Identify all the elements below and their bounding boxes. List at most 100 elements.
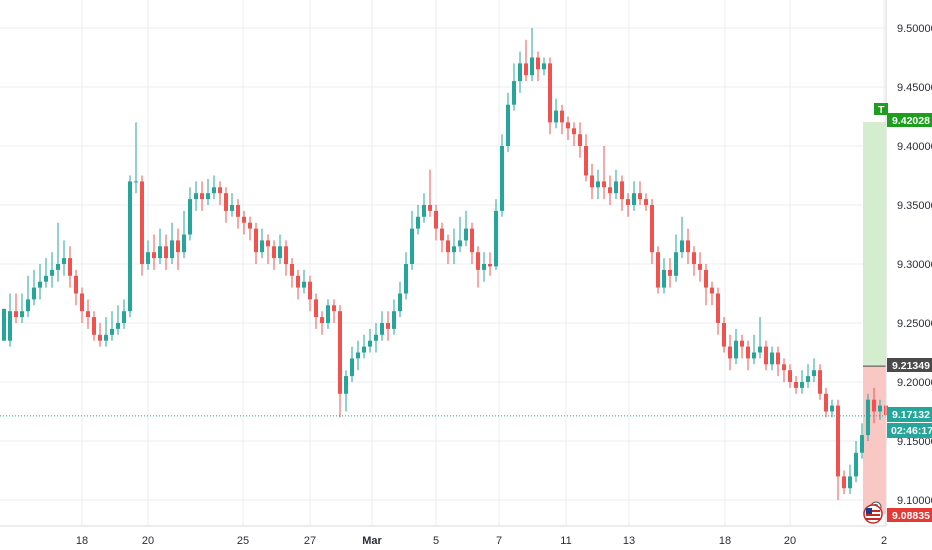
candle xyxy=(224,187,228,223)
candle-body xyxy=(434,210,438,229)
candle xyxy=(848,464,852,495)
candle xyxy=(236,199,240,229)
candle xyxy=(122,299,126,329)
candle-body xyxy=(416,216,420,229)
candle-body xyxy=(44,275,48,282)
candle xyxy=(482,252,486,282)
candle xyxy=(458,216,462,253)
candle xyxy=(764,340,768,371)
candle-body xyxy=(596,181,600,188)
candle xyxy=(404,252,408,300)
candle-body xyxy=(524,63,528,76)
candle xyxy=(674,234,678,282)
price-tick-label: 9.35000 xyxy=(897,200,932,212)
candle xyxy=(512,63,516,111)
candle xyxy=(626,193,630,217)
candle xyxy=(290,258,294,288)
candle-body xyxy=(848,476,852,489)
candle-body xyxy=(386,323,390,329)
candle xyxy=(560,104,564,135)
candle xyxy=(386,311,390,341)
candle-body xyxy=(332,305,336,312)
candle-body xyxy=(866,399,870,436)
candle xyxy=(878,399,882,420)
candle-body xyxy=(80,293,84,312)
candle xyxy=(446,234,450,264)
candle xyxy=(374,323,378,353)
candle-body xyxy=(158,246,162,259)
candle-body xyxy=(710,287,714,294)
candle xyxy=(728,334,732,371)
candle-body xyxy=(320,317,324,323)
candle xyxy=(338,305,342,418)
candle xyxy=(2,308,6,341)
candle xyxy=(206,179,210,205)
candle xyxy=(806,364,810,388)
candle-body xyxy=(854,452,858,477)
candle xyxy=(650,199,654,264)
candle xyxy=(452,228,456,264)
candle xyxy=(548,57,552,135)
candle xyxy=(116,305,120,335)
candle-body xyxy=(32,287,36,300)
candle xyxy=(860,423,864,459)
candle-body xyxy=(776,352,780,365)
candle xyxy=(56,222,60,282)
candle xyxy=(248,216,252,241)
candle xyxy=(470,222,474,264)
candle-body xyxy=(128,181,132,312)
axes xyxy=(0,0,887,527)
candle xyxy=(524,39,528,82)
candle-body xyxy=(182,234,186,253)
flag-icon[interactable] xyxy=(863,504,883,524)
candle xyxy=(812,358,816,382)
candle xyxy=(758,317,762,359)
candle-body xyxy=(350,358,354,377)
candle-body xyxy=(398,293,402,312)
candle xyxy=(320,311,324,335)
candle xyxy=(818,364,822,400)
candle xyxy=(608,175,612,205)
candle-body xyxy=(638,193,642,200)
candle xyxy=(44,258,48,288)
time-tick-label: 18 xyxy=(719,535,731,547)
candle-body xyxy=(410,228,414,264)
candle-body xyxy=(68,258,72,276)
candle-body xyxy=(464,228,468,241)
candle-body xyxy=(800,382,804,388)
price-tick-label: 9.40000 xyxy=(897,141,932,153)
candle-body xyxy=(170,240,174,259)
candle-body xyxy=(50,269,54,276)
candle-body xyxy=(140,181,144,264)
candle xyxy=(836,399,840,500)
candle-body xyxy=(98,334,102,341)
candle xyxy=(602,146,606,200)
candle xyxy=(326,299,330,329)
candle xyxy=(830,399,834,418)
candle-body xyxy=(152,252,156,259)
candle-body xyxy=(674,252,678,276)
candle xyxy=(434,205,438,241)
candle-body xyxy=(782,364,786,371)
time-axis[interactable]: 18 20 25 27 Mar 5 7 11 13 18 20 2 xyxy=(76,535,887,547)
candle xyxy=(530,28,534,82)
time-tick-label: 11 xyxy=(560,535,571,547)
candle xyxy=(698,252,702,282)
candle xyxy=(620,175,624,211)
current-price-tag xyxy=(887,407,932,422)
candle-body xyxy=(20,311,24,318)
candle-body xyxy=(374,334,378,341)
time-tick-label: 13 xyxy=(623,535,635,547)
candle-body xyxy=(296,275,300,288)
candle-body xyxy=(494,210,498,267)
price-axis[interactable]: 9.50000 9.45000 9.40000 9.35000 9.30000 9.250… xyxy=(897,23,932,507)
candle xyxy=(92,311,96,341)
candle-body xyxy=(14,311,18,318)
candle xyxy=(272,240,276,270)
candle xyxy=(194,181,198,211)
position-zones xyxy=(863,122,886,514)
candle xyxy=(260,228,264,259)
candle xyxy=(68,246,72,288)
candle xyxy=(656,246,660,294)
